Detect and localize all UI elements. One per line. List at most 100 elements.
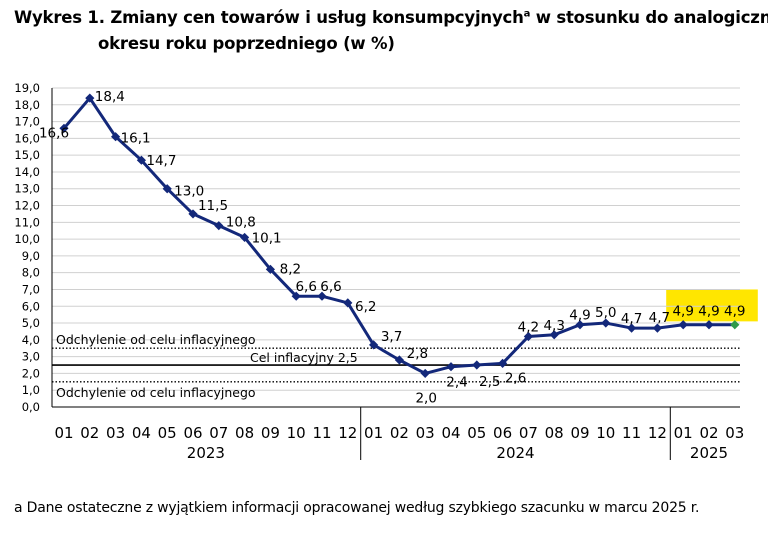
data-point xyxy=(394,355,404,365)
x-tick-label: 02 xyxy=(699,424,718,442)
data-point xyxy=(678,320,688,330)
y-tick-label: 16,0 xyxy=(14,131,40,145)
data-label: 5,0 xyxy=(595,305,616,321)
data-series xyxy=(59,93,740,379)
data-point xyxy=(111,132,121,142)
data-label: 4,7 xyxy=(621,311,642,327)
data-point xyxy=(549,330,559,340)
x-tick-label: 08 xyxy=(545,424,564,442)
reference-line-label: Odchylenie od celu inflacyjnego xyxy=(56,332,256,347)
y-tick-label: 5,0 xyxy=(22,316,40,330)
data-point xyxy=(446,362,456,372)
year-label: 2023 xyxy=(187,444,225,462)
data-point xyxy=(240,232,250,243)
gridlines xyxy=(52,87,740,391)
x-tick-label: 10 xyxy=(287,424,306,442)
data-labels: 16,618,416,114,713,011,510,810,18,26,6 6,… xyxy=(39,89,746,406)
x-tick-label: 07 xyxy=(209,424,228,442)
x-tick-label: 01 xyxy=(364,424,383,442)
y-tick-label: 0,0 xyxy=(22,400,40,414)
data-label: 6,6 xyxy=(320,279,341,295)
data-point xyxy=(498,358,508,368)
reference-lines: Odchylenie od celu inflacyjnego Cel infla… xyxy=(52,332,740,400)
data-label: 4,3 xyxy=(543,318,564,334)
x-tick-label: 04 xyxy=(132,424,151,442)
year-label: 2025 xyxy=(690,444,728,462)
data-point xyxy=(343,298,353,308)
title-prefix: Wykres 1. Zmiany cen towarów i usług kon… xyxy=(14,8,524,27)
axes xyxy=(51,88,740,408)
y-tick-label: 3,0 xyxy=(22,350,40,364)
x-tick-labels: 01 02 03 04 05 06 07 08 09 10 11 12 01 02 03 04 05 06 07 08… xyxy=(54,424,744,442)
data-point xyxy=(601,318,611,328)
y-tick-label: 10,0 xyxy=(14,232,40,246)
title-suffix: w stosunku do analogicznego xyxy=(535,8,768,27)
y-tick-label: 17,0 xyxy=(14,115,40,129)
y-tick-label: 19,0 xyxy=(14,81,40,95)
x-tick-label: 09 xyxy=(570,424,589,442)
x-tick-label: 11 xyxy=(622,424,641,442)
x-tick-label: 05 xyxy=(467,424,486,442)
data-point xyxy=(85,93,95,103)
y-tick-label: 9,0 xyxy=(22,249,40,263)
data-label: 10,8 xyxy=(226,215,256,231)
data-label: 6,6 xyxy=(295,279,316,295)
year-labels: 2023 2024 2025 xyxy=(187,407,728,462)
data-label: 4,2 xyxy=(518,319,539,335)
data-label: 10,1 xyxy=(252,230,282,246)
y-tick-label: 6,0 xyxy=(22,299,40,313)
data-label: 3,7 xyxy=(381,329,402,345)
data-label: 8,2 xyxy=(280,261,301,277)
chart-title-line1: Wykres 1. Zmiany cen towarów i usług kon… xyxy=(14,8,768,27)
y-tick-label: 7,0 xyxy=(22,282,40,296)
y-tick-label: 12,0 xyxy=(14,199,40,213)
x-tick-label: 01 xyxy=(674,424,693,442)
data-label: 2,0 xyxy=(415,390,436,406)
x-tick-label: 05 xyxy=(158,424,177,442)
highlight-layer xyxy=(666,289,758,322)
data-point xyxy=(59,123,69,133)
data-label: 6,2 xyxy=(355,299,376,315)
data-label: 2,5 xyxy=(479,374,500,390)
y-tick-label: 11,0 xyxy=(14,215,40,229)
data-point xyxy=(317,291,327,301)
chart-title-line2: okresu roku poprzedniego (w %) xyxy=(98,34,395,53)
x-tick-label: 06 xyxy=(493,424,512,442)
data-label: 13,0 xyxy=(174,184,204,200)
x-tick-label: 01 xyxy=(54,424,73,442)
x-tick-label: 02 xyxy=(390,424,409,442)
x-tick-label: 03 xyxy=(416,424,435,442)
data-label: 18,4 xyxy=(95,89,125,105)
data-point xyxy=(704,320,714,330)
year-label: 2024 xyxy=(496,444,534,462)
highlight-box xyxy=(666,289,758,322)
x-tick-label: 03 xyxy=(725,424,744,442)
y-tick-label: 8,0 xyxy=(22,266,40,280)
data-point xyxy=(420,368,430,379)
data-label: 4,9 xyxy=(698,304,719,320)
data-point xyxy=(575,320,585,330)
data-point xyxy=(472,360,482,370)
data-label: 16,6 xyxy=(39,125,69,141)
data-point xyxy=(291,291,301,301)
data-label: 4,7 xyxy=(649,310,670,326)
x-tick-label: 09 xyxy=(261,424,280,442)
data-point xyxy=(652,323,662,333)
y-tick-label: 15,0 xyxy=(14,148,40,162)
data-point xyxy=(627,323,637,333)
x-tick-label: 07 xyxy=(519,424,538,442)
data-label: 11,5 xyxy=(198,198,228,214)
x-tick-label: 11 xyxy=(312,424,331,442)
y-tick-label: 4,0 xyxy=(22,333,40,347)
x-tick-label: 12 xyxy=(338,424,357,442)
title-footnote-marker: a xyxy=(523,8,531,20)
data-label: 2,8 xyxy=(407,346,428,362)
y-tick-label: 14,0 xyxy=(14,165,40,179)
y-tick-labels: 0,0 1,0 2,0 3,0 4,0 5,0 6,0 7,0 8,0 9,0 10,0 11,0 12… xyxy=(14,81,40,414)
x-tick-label: 06 xyxy=(183,424,202,442)
footnote: a Dane ostateczne z wyjątkiem informacji… xyxy=(14,500,700,516)
data-label: 2,4 xyxy=(446,375,467,391)
y-tick-label: 18,0 xyxy=(14,98,40,112)
data-point xyxy=(214,221,224,231)
